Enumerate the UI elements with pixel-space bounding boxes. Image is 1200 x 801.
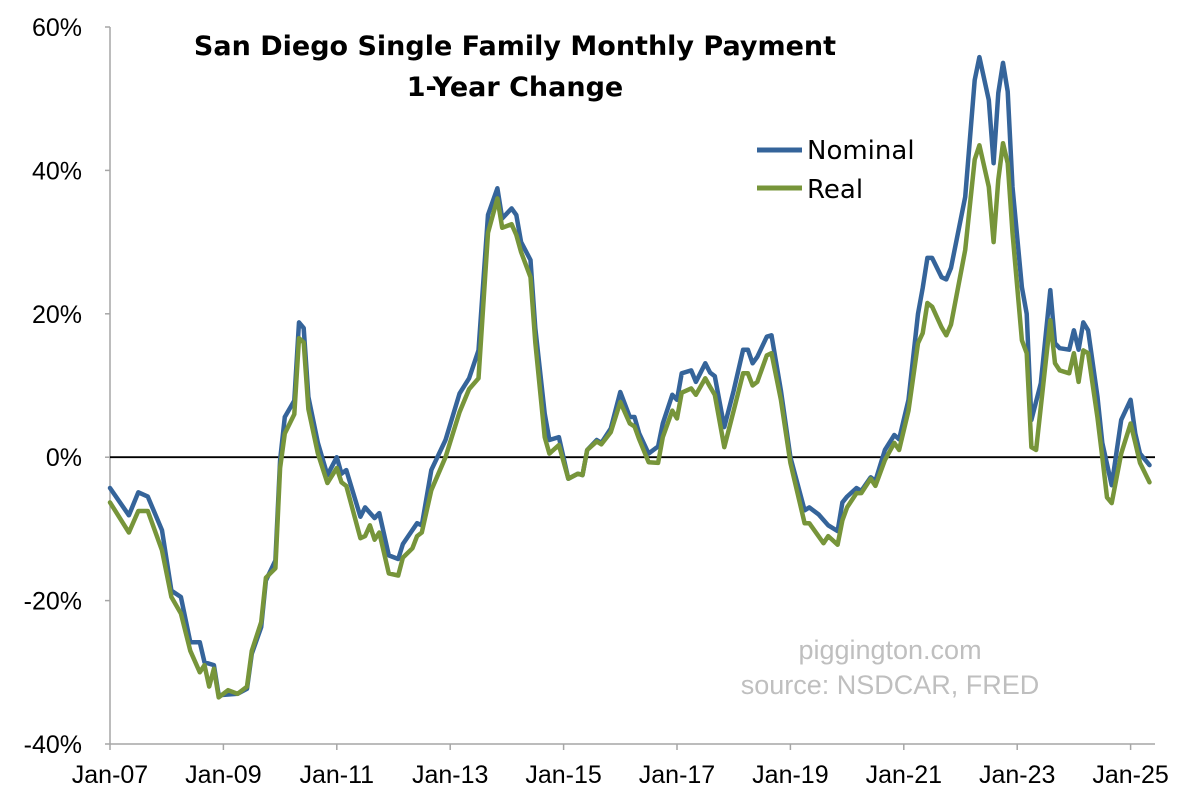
x-tick-label: Jan-21 bbox=[866, 761, 942, 789]
x-tick-label: Jan-19 bbox=[752, 761, 828, 789]
x-tick-label: Jan-17 bbox=[639, 761, 715, 789]
y-tick-label: 60% bbox=[32, 14, 82, 42]
legend-label-real: Real bbox=[807, 175, 863, 205]
legend-label-nominal: Nominal bbox=[807, 136, 915, 166]
series-line-real bbox=[107, 140, 1152, 700]
y-tick-label: 40% bbox=[32, 157, 82, 185]
y-tick-label: 20% bbox=[32, 301, 82, 329]
x-tick-label: Jan-15 bbox=[525, 761, 601, 789]
x-tick-label: Jan-25 bbox=[1092, 761, 1168, 789]
series-line-nominal bbox=[107, 54, 1152, 698]
x-tick-label: Jan-09 bbox=[185, 761, 261, 789]
watermark-site: piggington.com bbox=[798, 635, 981, 665]
x-tick-label: Jan-07 bbox=[72, 761, 148, 789]
chart-subtitle: 1-Year Change bbox=[407, 72, 623, 103]
y-tick-label: -20% bbox=[24, 588, 82, 616]
series-lines bbox=[107, 54, 1152, 700]
x-tick-label: Jan-11 bbox=[300, 761, 375, 789]
chart-title: San Diego Single Family Monthly Payment bbox=[194, 31, 836, 62]
x-tick-label: Jan-23 bbox=[979, 761, 1055, 789]
x-tick-label: Jan-13 bbox=[412, 761, 488, 789]
axes: 60% 40% 20% 0% -20% -40%Jan-07 Jan-09 Jan-11 Jan… bbox=[24, 14, 1169, 789]
legend: Nominal Real bbox=[757, 136, 915, 205]
y-tick-label: -40% bbox=[24, 731, 82, 759]
watermark-source: source: NSDCAR, FRED bbox=[741, 670, 1040, 700]
y-tick-label: 0% bbox=[46, 444, 82, 472]
